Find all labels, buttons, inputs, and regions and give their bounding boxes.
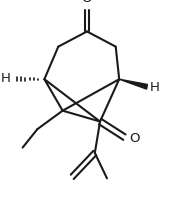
Text: H: H bbox=[1, 72, 10, 85]
Text: O: O bbox=[129, 132, 139, 145]
Text: H: H bbox=[150, 81, 160, 94]
Text: O: O bbox=[82, 0, 92, 5]
Polygon shape bbox=[119, 79, 147, 89]
